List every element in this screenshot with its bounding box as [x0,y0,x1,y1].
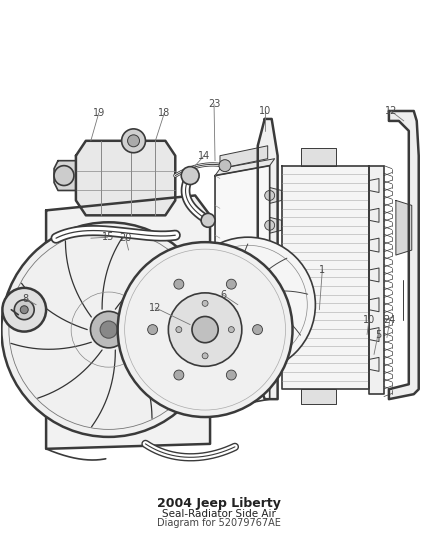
Polygon shape [369,166,384,394]
Circle shape [265,350,275,359]
Text: 23: 23 [208,99,220,109]
Polygon shape [282,166,369,389]
Circle shape [174,370,184,380]
Circle shape [236,293,260,317]
Polygon shape [369,298,379,312]
Text: 1: 1 [319,265,325,275]
Text: 14: 14 [198,151,210,161]
Polygon shape [301,389,336,404]
Circle shape [122,129,145,153]
Circle shape [265,220,275,230]
Circle shape [202,353,208,359]
Polygon shape [369,208,379,222]
Polygon shape [258,119,278,399]
Circle shape [226,370,236,380]
Circle shape [14,300,34,320]
Circle shape [54,166,74,185]
Circle shape [202,301,208,306]
Circle shape [174,279,184,289]
Polygon shape [54,160,76,190]
Circle shape [201,213,215,227]
Text: 15: 15 [102,232,114,242]
Polygon shape [389,111,419,399]
Polygon shape [270,188,282,204]
Circle shape [265,290,275,300]
Polygon shape [369,238,379,252]
Circle shape [265,190,275,200]
Text: 8: 8 [22,294,28,304]
Circle shape [168,293,242,366]
Circle shape [228,327,234,333]
Text: 12: 12 [385,106,397,116]
Text: 10: 10 [258,106,271,116]
Circle shape [219,160,231,172]
Circle shape [1,222,216,437]
Polygon shape [369,268,379,282]
Text: 5: 5 [375,329,381,340]
Text: 12: 12 [149,303,162,313]
Text: 2004 Jeep Liberty: 2004 Jeep Liberty [157,497,281,510]
Circle shape [20,306,28,314]
Polygon shape [301,148,336,166]
Polygon shape [270,346,282,362]
Text: 24: 24 [384,314,396,325]
Polygon shape [396,200,412,255]
Circle shape [176,327,182,333]
Polygon shape [215,166,270,409]
Polygon shape [215,159,275,175]
Polygon shape [270,317,282,333]
Polygon shape [220,146,268,168]
Circle shape [127,135,140,147]
Text: 6: 6 [220,290,226,300]
Circle shape [2,288,46,332]
Text: Diagram for 52079767AE: Diagram for 52079767AE [157,519,281,528]
Polygon shape [270,287,282,303]
Polygon shape [46,196,210,449]
Polygon shape [270,217,282,233]
Circle shape [181,167,199,184]
Polygon shape [369,358,379,372]
Circle shape [91,311,127,348]
Circle shape [265,320,275,329]
Polygon shape [270,252,282,268]
Circle shape [226,279,236,289]
Text: 18: 18 [158,108,170,118]
Polygon shape [369,328,379,342]
Circle shape [265,255,275,265]
Circle shape [118,242,293,417]
Circle shape [148,325,158,335]
Circle shape [100,321,117,338]
Text: 19: 19 [93,108,105,118]
Circle shape [180,237,315,373]
Text: 10: 10 [363,314,375,325]
Polygon shape [369,179,379,192]
Circle shape [253,325,262,335]
Text: Seal-Radiator Side Air: Seal-Radiator Side Air [162,510,276,520]
Text: 20: 20 [120,233,132,243]
Circle shape [192,317,218,343]
Polygon shape [76,141,175,215]
